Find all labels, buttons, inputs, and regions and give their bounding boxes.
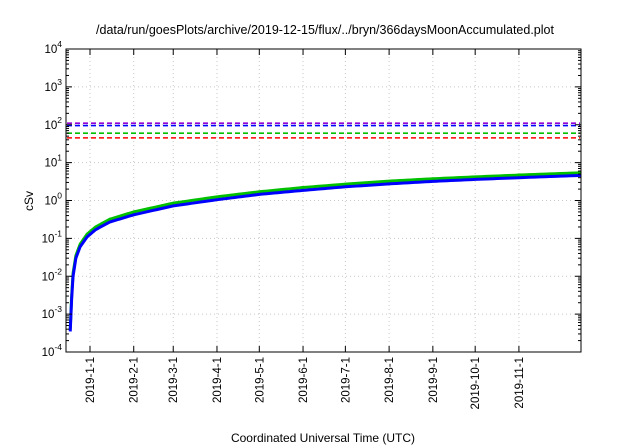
y-tick-label: 10-1 (42, 228, 63, 245)
y-tick-label: 104 (44, 39, 62, 56)
series-lines (68, 171, 582, 332)
x-tick-label: 2019-8-1 (384, 357, 396, 403)
x-tick-label: 2019-7-1 (340, 357, 352, 403)
chart-title: /data/run/goesPlots/archive/2019-12-15/f… (96, 23, 554, 37)
y-tick-label: 10-3 (42, 304, 63, 321)
x-tick-label: 2019-3-1 (168, 357, 180, 403)
x-axis: 2019-1-1 2019-2-1 2019-3-1 2019-4-1 2019-5-1… (85, 49, 526, 409)
series-line (68, 171, 582, 330)
y-tick-label: 101 (44, 153, 62, 170)
y-axis: 10-4 10-3 10-2 10-1 100 101 102 103 104 (42, 39, 581, 359)
x-tick-label: 2019-1-1 (85, 357, 97, 403)
threshold-lines (67, 122, 580, 139)
y-tick-label: 10-2 (42, 266, 63, 283)
y-tick-label: 103 (44, 77, 62, 94)
x-tick-label: 2019-10-1 (470, 357, 482, 409)
x-tick-label: 2019-5-1 (254, 357, 266, 403)
y-tick-label: 100 (44, 191, 62, 208)
x-axis-label: Coordinated Universal Time (UTC) (231, 431, 415, 445)
x-tick-label: 2019-9-1 (428, 357, 440, 403)
y-tick-label: 10-4 (42, 342, 63, 359)
x-tick-label: 2019-2-1 (129, 357, 141, 403)
y-axis-label: cSv (22, 191, 36, 211)
grid (66, 48, 581, 353)
x-tick-label: 2019-11-1 (514, 357, 526, 409)
plot-frame (65, 48, 582, 353)
x-tick-label: 2019-4-1 (212, 357, 224, 403)
x-tick-label: 2019-6-1 (298, 357, 310, 403)
y-tick-label: 102 (44, 115, 62, 132)
series-line (68, 173, 582, 332)
